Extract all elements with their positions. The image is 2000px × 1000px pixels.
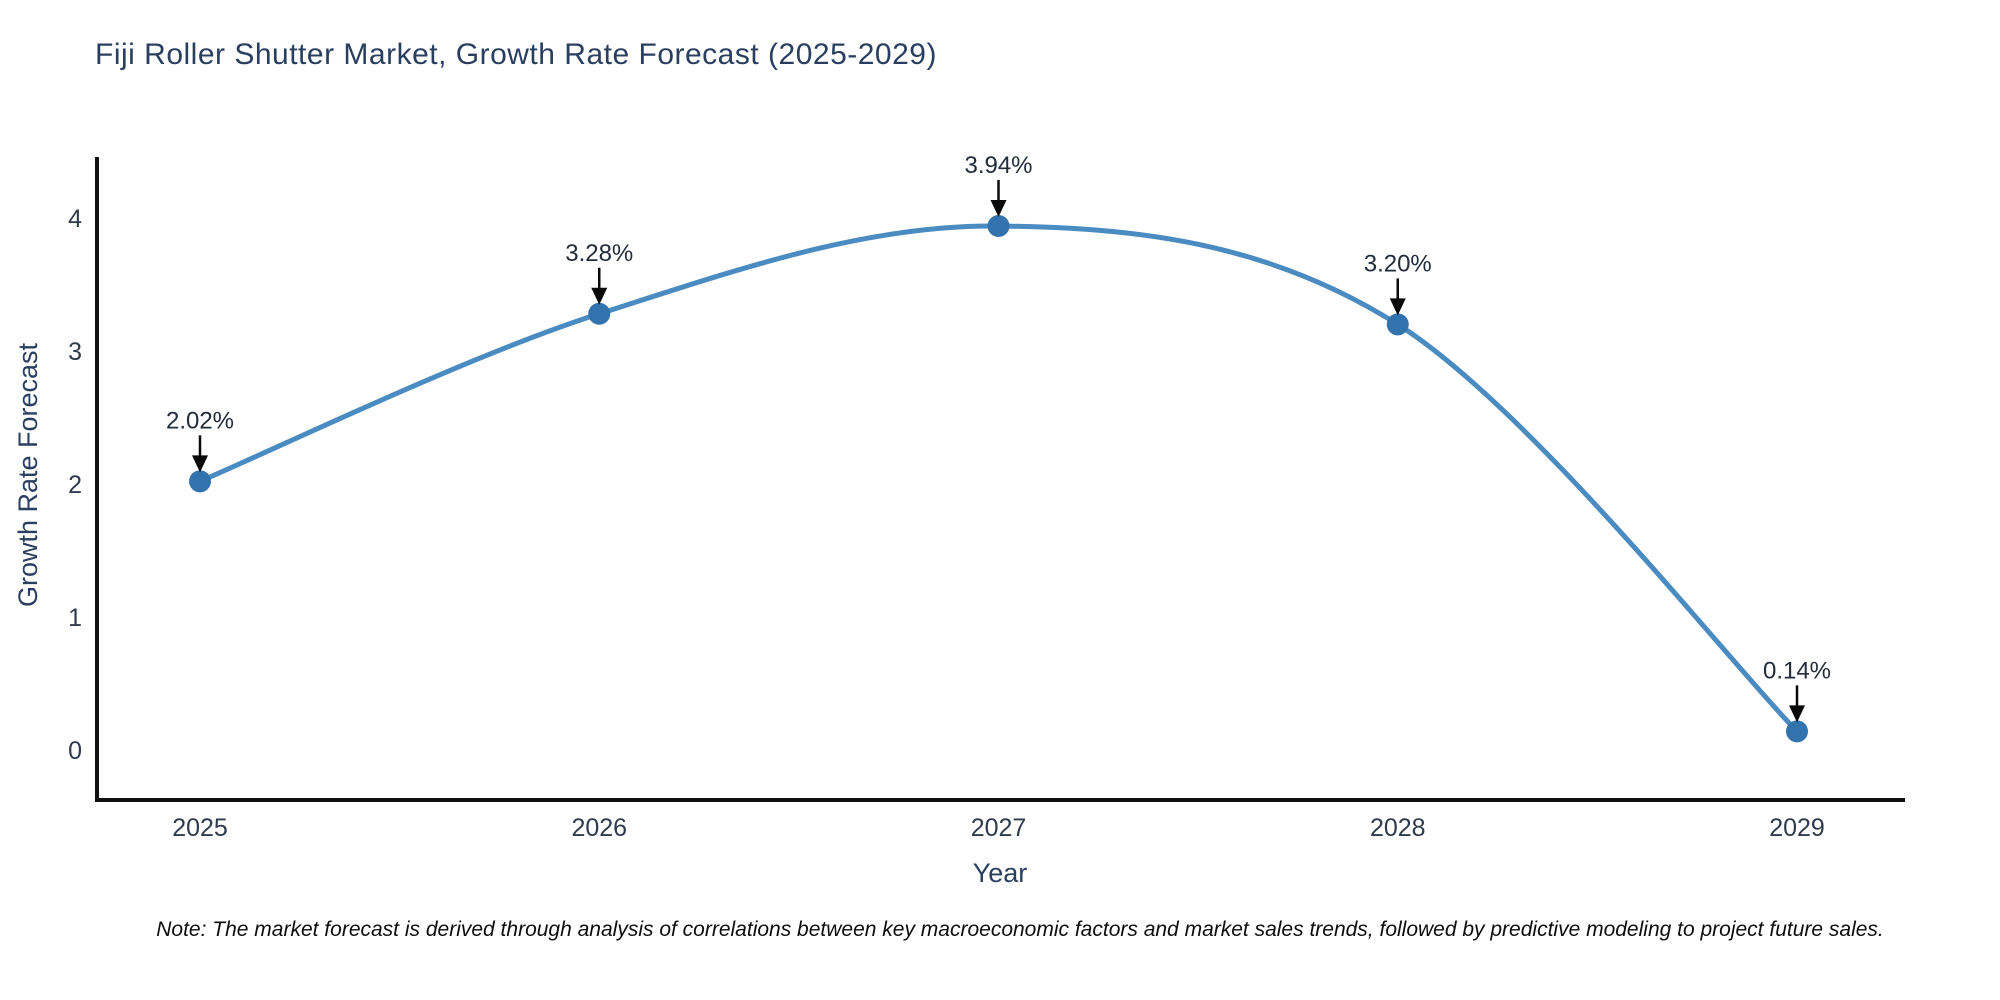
y-tick-label: 2 bbox=[68, 471, 82, 499]
annotation-arrow-head bbox=[591, 287, 608, 305]
x-tick-label: 2025 bbox=[172, 814, 228, 842]
annotation-arrow-head bbox=[192, 455, 208, 473]
data-point-marker bbox=[1786, 720, 1808, 743]
x-tick-label: 2027 bbox=[971, 814, 1027, 842]
y-tick-label: 3 bbox=[68, 338, 82, 366]
forecast-line bbox=[197, 223, 1800, 734]
data-point-label: 0.14% bbox=[1763, 657, 1831, 684]
y-tick-label: 0 bbox=[68, 737, 82, 765]
y-tick-label: 4 bbox=[68, 205, 82, 233]
x-axis-title: Year bbox=[972, 858, 1028, 888]
axis-spines bbox=[95, 157, 1905, 802]
data-point-label: 3.28% bbox=[565, 240, 633, 267]
footnote: Note: The market forecast is derived thr… bbox=[156, 918, 1884, 941]
data-point-marker bbox=[1386, 313, 1409, 336]
annotation-arrow-head bbox=[990, 199, 1007, 217]
data-point-marker bbox=[588, 302, 611, 325]
data-point-label: 2.02% bbox=[166, 407, 234, 434]
x-tick-label: 2026 bbox=[571, 814, 627, 842]
data-point-label: 3.94% bbox=[964, 152, 1032, 179]
annotation-arrow-head bbox=[1389, 298, 1406, 316]
annotation-arrow-head bbox=[1789, 705, 1805, 723]
chart-title: Fiji Roller Shutter Market, Growth Rate … bbox=[95, 38, 937, 71]
y-tick-label: 1 bbox=[68, 604, 82, 632]
x-tick-label: 2029 bbox=[1769, 814, 1825, 842]
x-tick-label: 2028 bbox=[1370, 814, 1426, 842]
data-point-marker bbox=[987, 214, 1010, 237]
data-point-marker bbox=[189, 470, 211, 493]
y-axis-title: Growth Rate Forecast bbox=[13, 342, 43, 608]
data-point-label: 3.20% bbox=[1364, 250, 1432, 277]
